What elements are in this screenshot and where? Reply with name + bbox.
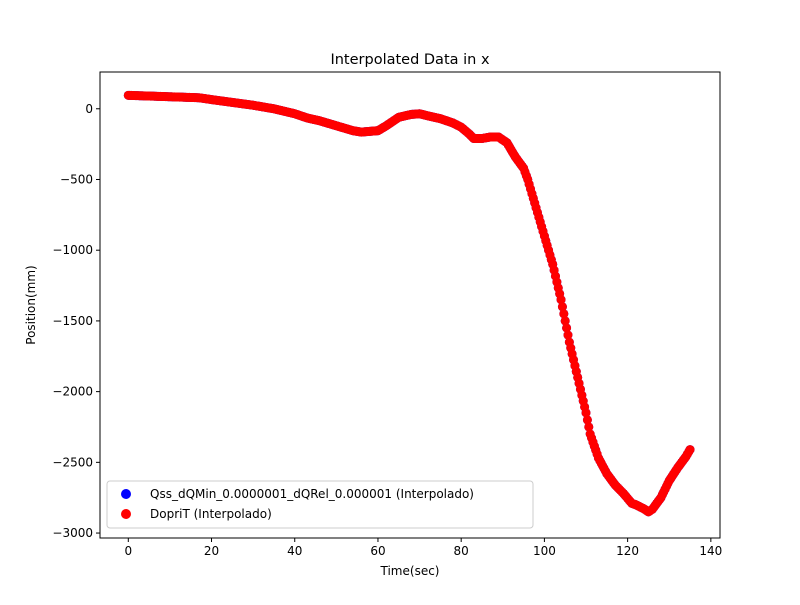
legend-marker-series2 — [121, 509, 131, 519]
x-tick-label: 0 — [124, 544, 132, 558]
points-layer — [123, 90, 695, 517]
legend-box — [106, 480, 534, 529]
data-point — [582, 415, 592, 425]
data-point — [559, 309, 569, 319]
y-tick-label: −1000 — [52, 243, 93, 257]
x-axis-label: Time(sec) — [380, 564, 440, 578]
y-tick-label: −500 — [60, 172, 93, 186]
data-point — [685, 445, 695, 455]
x-tick-label: 140 — [699, 544, 722, 558]
y-tick-label: 0 — [85, 102, 93, 116]
data-point — [556, 295, 566, 305]
data-point — [560, 316, 570, 326]
x-tick-label: 20 — [204, 544, 219, 558]
y-tick-label: −1500 — [52, 314, 93, 328]
legend-label-series2: DopriT (Interpolado) — [150, 507, 272, 521]
data-point — [581, 408, 591, 418]
x-tick-label: 80 — [454, 544, 469, 558]
data-point — [584, 422, 594, 432]
y-tick-label: −3000 — [52, 526, 93, 540]
series-2-points — [123, 90, 695, 517]
y-tick-label: −2500 — [52, 455, 93, 469]
x-tick-label: 120 — [616, 544, 639, 558]
legend: Qss_dQMin_0.0000001_dQRel_0.000001 (Inte… — [106, 480, 534, 529]
data-point — [562, 323, 572, 333]
chart-title: Interpolated Data in x — [330, 52, 490, 68]
plot-frame — [99, 71, 721, 539]
x-tick-label: 100 — [533, 544, 556, 558]
x-tick-label: 40 — [287, 544, 302, 558]
x-tick-label: 60 — [370, 544, 385, 558]
data-point — [563, 330, 573, 340]
legend-marker-series1 — [121, 489, 131, 499]
y-tick-label: −2000 — [52, 385, 93, 399]
data-point — [557, 302, 567, 312]
y-axis: 0 −500 −1000 −1500 −2000 −2500 −3000 — [52, 102, 100, 540]
y-axis-label: Position(mm) — [24, 265, 38, 344]
x-axis: 0 20 40 60 80 100 120 140 — [124, 538, 722, 558]
legend-label-series1: Qss_dQMin_0.0000001_dQRel_0.000001 (Inte… — [150, 487, 474, 501]
